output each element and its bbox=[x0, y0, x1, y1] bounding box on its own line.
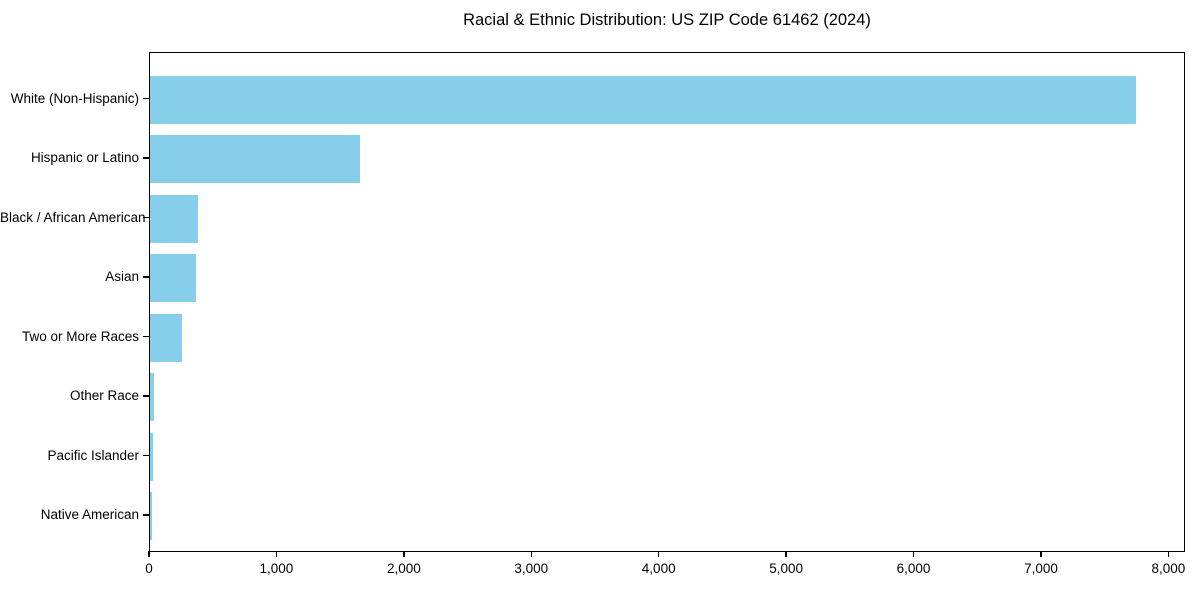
y-axis-tick bbox=[143, 395, 149, 397]
y-axis-label: Pacific Islander bbox=[47, 447, 139, 463]
x-axis-tick bbox=[403, 551, 405, 557]
y-axis-tick bbox=[143, 335, 149, 338]
y-axis-tick bbox=[143, 276, 149, 278]
y-axis-tick bbox=[143, 454, 149, 457]
chart-title: Racial & Ethnic Distribution: US ZIP Cod… bbox=[463, 11, 871, 29]
plot-area bbox=[149, 52, 1185, 552]
y-axis-label: Two or More Races bbox=[21, 328, 139, 344]
bar bbox=[150, 313, 182, 362]
bar bbox=[150, 194, 199, 243]
y-axis-tick bbox=[143, 157, 149, 159]
x-axis-tick bbox=[785, 551, 787, 557]
y-axis-tick bbox=[143, 514, 149, 516]
bar bbox=[150, 254, 196, 302]
y-axis-tick bbox=[143, 97, 149, 100]
x-axis-tick-label: 8,000 bbox=[1151, 561, 1186, 576]
bar bbox=[150, 492, 152, 540]
x-axis-tick-label: 5,000 bbox=[769, 561, 804, 576]
x-axis-tick-label: 2,000 bbox=[386, 561, 421, 576]
x-axis-tick bbox=[658, 551, 660, 557]
y-axis-label: Hispanic or Latino bbox=[30, 150, 139, 165]
x-axis-tick-label: 4,000 bbox=[641, 561, 676, 576]
bar bbox=[150, 75, 1137, 124]
y-axis-tick bbox=[143, 216, 149, 219]
x-axis-tick bbox=[275, 551, 278, 557]
y-axis-label: Black / African American bbox=[0, 209, 146, 225]
x-axis-tick bbox=[530, 551, 532, 557]
x-axis-tick-label: 7,000 bbox=[1024, 561, 1058, 576]
x-axis-tick-label: 1,000 bbox=[259, 561, 294, 576]
y-axis-label: Native American bbox=[40, 507, 139, 522]
x-axis-tick bbox=[1167, 551, 1170, 557]
bar bbox=[150, 432, 154, 481]
bar bbox=[150, 135, 361, 183]
x-axis-tick-label: 6,000 bbox=[896, 561, 931, 576]
y-axis-label: Other Race bbox=[69, 388, 139, 403]
y-axis-label: Asian bbox=[105, 269, 139, 284]
x-axis-tick bbox=[912, 551, 915, 557]
x-axis-tick-label: 0 bbox=[145, 561, 153, 576]
x-axis-tick bbox=[1040, 551, 1042, 557]
x-axis-tick-label: 3,000 bbox=[514, 561, 549, 576]
bar bbox=[150, 373, 155, 421]
y-axis-label: White (Non-Hispanic) bbox=[10, 90, 139, 106]
x-axis-tick bbox=[148, 551, 150, 557]
